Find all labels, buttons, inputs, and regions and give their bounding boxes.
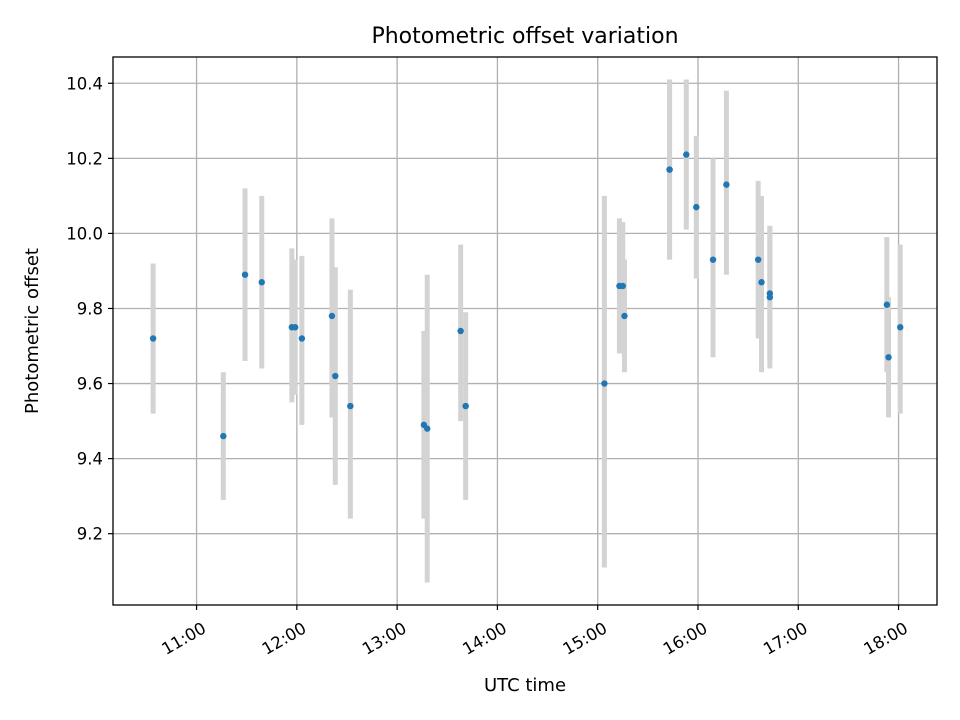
plot-frame [112, 56, 938, 606]
data-point [766, 290, 774, 297]
data-point [457, 327, 464, 335]
data-point [332, 372, 339, 380]
data-point [298, 335, 306, 342]
y-axis: 9.2 9.4 9.6 9.8 10.0 10.2 10.4 [66, 74, 113, 544]
data-point [885, 354, 892, 361]
data-point [758, 279, 765, 286]
data-point [619, 282, 626, 290]
y-tick-label: 10.4 [66, 74, 103, 93]
data-point [666, 166, 673, 173]
y-tick-label: 10.0 [66, 224, 103, 243]
y-tick-label: 9.4 [77, 450, 103, 469]
data-point [709, 256, 717, 263]
data-point [347, 402, 354, 410]
data-point [683, 151, 690, 158]
data-point [754, 256, 762, 263]
y-tick-label: 10.2 [66, 149, 103, 168]
data-point [621, 312, 628, 320]
data-point [328, 312, 336, 320]
data-point [883, 301, 891, 308]
data-point [149, 335, 157, 342]
y-tick-label: 9.8 [77, 299, 103, 318]
data-point [723, 181, 730, 188]
data-points [149, 151, 904, 440]
data-point [220, 432, 227, 440]
y-tick-label: 9.2 [77, 525, 103, 544]
data-point [462, 402, 469, 410]
x-axis-label: UTC time [484, 675, 566, 696]
data-point [258, 279, 265, 286]
y-axis-label: Photometric offset [22, 248, 43, 414]
data-point [241, 271, 249, 278]
data-point [424, 425, 431, 432]
data-point [897, 324, 904, 331]
y-tick-label: 9.6 [77, 375, 103, 394]
data-point [601, 380, 608, 387]
data-point [693, 203, 700, 211]
data-point [291, 324, 299, 331]
chart-title: Photometric offset variation [371, 24, 678, 49]
